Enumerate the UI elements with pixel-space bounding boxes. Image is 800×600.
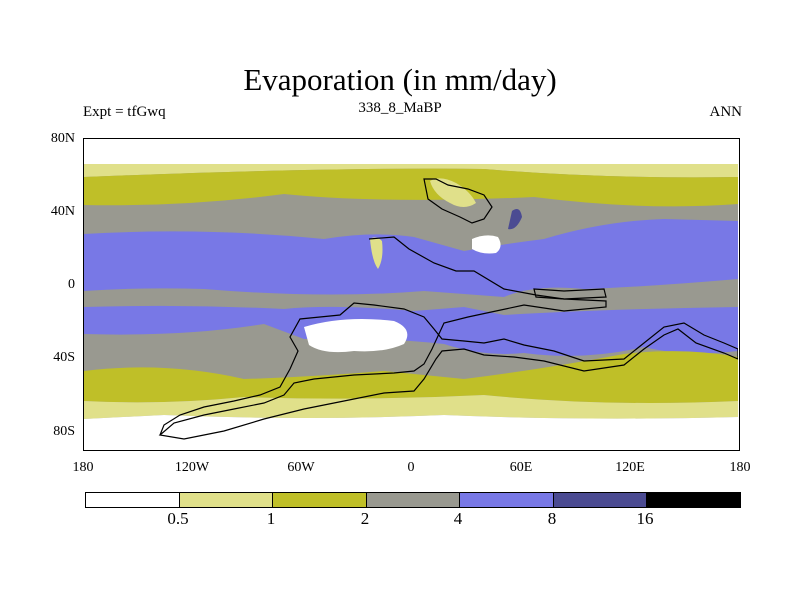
- colorbar-box-5: [553, 493, 648, 507]
- field-north-band-1-2: [84, 168, 738, 207]
- season-label: ANN: [709, 104, 743, 120]
- lon-tick-180e: 180: [729, 460, 751, 475]
- field-arctic-low: [84, 139, 738, 164]
- lon-tick-120e: 120E: [615, 460, 645, 475]
- colorbar-label-16: 16: [636, 509, 654, 528]
- colorbar-box-6: [647, 493, 741, 507]
- field-north-band-0.5-1: [84, 164, 738, 178]
- lon-tick-60e: 60E: [509, 460, 533, 475]
- colorbar: [85, 492, 741, 508]
- field-antarctic-low: [84, 415, 738, 449]
- lat-tick-80s: 80S: [53, 424, 75, 439]
- field-south-band-0.5-1: [84, 395, 738, 419]
- map-title: Evaporation (in mm/day): [243, 62, 557, 97]
- field-continent-low-d: [370, 237, 383, 269]
- continent-outline-east: [533, 288, 607, 300]
- field-continent-low-c: [430, 178, 476, 207]
- continent-outline-north: [423, 178, 493, 224]
- field-patch-8-16-a: [508, 209, 522, 230]
- field-north-blue-4-8: [84, 219, 738, 297]
- colorbar-box-3: [366, 493, 461, 507]
- field-south-blue-4-8: [84, 305, 738, 356]
- evaporation-field: [84, 139, 738, 449]
- colorbar-label-1: 1: [266, 509, 276, 528]
- lon-tick-180w: 180: [72, 460, 94, 475]
- colorbar-box-1: [179, 493, 274, 507]
- colorbar-label-8: 8: [547, 509, 557, 528]
- lon-tick-120w: 120W: [174, 460, 210, 475]
- colorbar-label-2: 2: [360, 509, 370, 528]
- continent-outline-main: [158, 236, 738, 440]
- map-panel: [83, 138, 740, 451]
- experiment-label: Expt = tfGwq: [83, 104, 166, 120]
- lat-tick-40s: 40S: [53, 350, 75, 365]
- lat-tick-40n: 40N: [50, 204, 75, 219]
- colorbar-box-0: [86, 493, 180, 507]
- period-label: 338_8_MaBP: [358, 100, 442, 116]
- field-continent-low-a: [304, 319, 408, 353]
- lat-tick-0: 0: [68, 277, 75, 292]
- colorbar-box-2: [273, 493, 367, 507]
- field-south-band-1-2: [84, 351, 738, 403]
- colorbar-label-4: 4: [453, 509, 463, 528]
- lat-tick-80n: 80N: [50, 131, 75, 146]
- lon-tick-60w: 60W: [287, 460, 315, 475]
- colorbar-label-0.5: 0.5: [167, 509, 189, 528]
- field-continent-low-b: [472, 235, 501, 254]
- lon-tick-0: 0: [407, 460, 415, 475]
- colorbar-box-4: [460, 493, 554, 507]
